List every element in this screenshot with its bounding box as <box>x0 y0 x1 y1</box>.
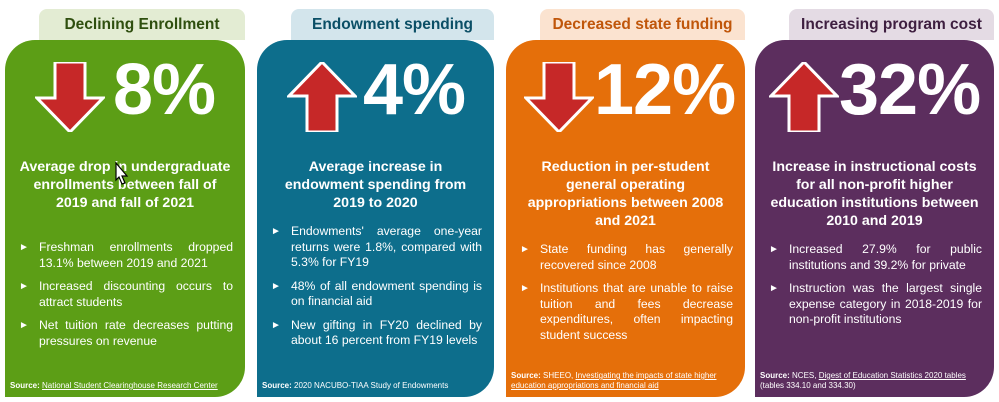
list-item: Increased discounting occurs to attract … <box>19 279 233 310</box>
source-prefix: NCES, <box>792 371 817 380</box>
list-item: Freshman enrollments dropped 13.1% betwe… <box>19 240 233 271</box>
hero-stat: 12% <box>506 48 745 148</box>
source-note: Source: 2020 NACUBO-TIAA Study of Endowm… <box>262 381 486 391</box>
source-label: Source: <box>511 371 541 380</box>
stat-headline: Average increase in endowment spending f… <box>284 159 467 211</box>
source-note: Source: SHEEO, Investigating the impacts… <box>511 371 737 391</box>
source-note: Source: National Student Clearinghouse R… <box>10 381 237 391</box>
list-item: Instruction was the largest single expen… <box>769 281 982 328</box>
bullet-list: State funding has generally recovered si… <box>520 242 733 351</box>
list-item: 48% of all endowment spending is on fina… <box>271 279 482 310</box>
up-arrow-icon <box>769 62 839 132</box>
card-endowment-spending: Endowment spending 4% Average increase i… <box>257 0 494 402</box>
list-item: State funding has generally recovered si… <box>520 242 733 273</box>
source-link[interactable]: Investigating the impacts of state highe… <box>511 371 717 390</box>
card-title-tab: Increasing program cost <box>789 9 994 40</box>
up-arrow-icon <box>287 62 357 132</box>
card-title: Increasing program cost <box>801 15 982 33</box>
source-label: Source: <box>760 371 790 380</box>
source-link[interactable]: National Student Clearinghouse Research … <box>42 381 218 390</box>
card-title-tab: Endowment spending <box>291 9 494 40</box>
bullet-list: Freshman enrollments dropped 13.1% betwe… <box>19 240 233 357</box>
source-prefix: SHEEO, <box>543 371 574 380</box>
list-item: Endowments' average one-year returns wer… <box>271 224 482 271</box>
source-link[interactable]: Digest of Education Statistics 2020 tabl… <box>818 371 966 380</box>
card-body: 4% Average increase in endowment spendin… <box>257 40 494 397</box>
card-increasing-program-cost: Increasing program cost 32% Increase in … <box>755 0 994 402</box>
cursor-icon <box>115 161 129 185</box>
card-title: Endowment spending <box>311 15 474 33</box>
list-item: Net tuition rate decreases putting press… <box>19 318 233 349</box>
card-body: 8% Average drop in undergraduate enrollm… <box>5 40 245 397</box>
card-declining-enrollment: Declining Enrollment 8% Average drop in … <box>5 0 245 402</box>
card-title-tab: Declining Enrollment <box>39 9 245 40</box>
hero-stat: 8% <box>5 48 245 148</box>
list-item: New gifting in FY20 declined by about 16… <box>271 318 482 349</box>
stat-value: 4% <box>363 50 466 130</box>
card-body: 32% Increase in instructional costs for … <box>755 40 994 397</box>
list-item: Increased 27.9% for public institutions … <box>769 242 982 273</box>
stat-value: 8% <box>113 50 216 130</box>
down-arrow-icon <box>524 62 594 132</box>
hero-stat: 4% <box>257 48 494 148</box>
card-title: Declining Enrollment <box>64 15 220 33</box>
stat-headline: Reduction in per-student general operati… <box>527 159 724 229</box>
bullet-list: Endowments' average one-year returns wer… <box>271 224 482 357</box>
source-label: Source: <box>10 381 40 390</box>
stat-headline: Increase in instructional costs for all … <box>770 159 979 229</box>
card-body: 12% Reduction in per-student general ope… <box>506 40 745 397</box>
down-arrow-icon <box>35 62 105 132</box>
source-text: (tables 334.10 and 334.30) <box>760 381 856 390</box>
list-item: Institutions that are unable to raise tu… <box>520 281 733 343</box>
source-text: 2020 NACUBO-TIAA Study of Endowments <box>294 381 449 390</box>
source-note: Source: NCES, Digest of Education Statis… <box>760 371 986 391</box>
hero-stat: 32% <box>755 48 994 148</box>
bullet-list: Increased 27.9% for public institutions … <box>769 242 982 336</box>
card-decreased-state-funding: Decreased state funding 12% Reduction in… <box>506 0 745 402</box>
stat-headline: Average drop in undergraduate enrollment… <box>19 159 231 211</box>
source-label: Source: <box>262 381 292 390</box>
card-title: Decreased state funding <box>552 15 733 33</box>
stat-value: 12% <box>594 50 736 130</box>
card-title-tab: Decreased state funding <box>540 9 745 40</box>
stat-value: 32% <box>839 50 981 130</box>
